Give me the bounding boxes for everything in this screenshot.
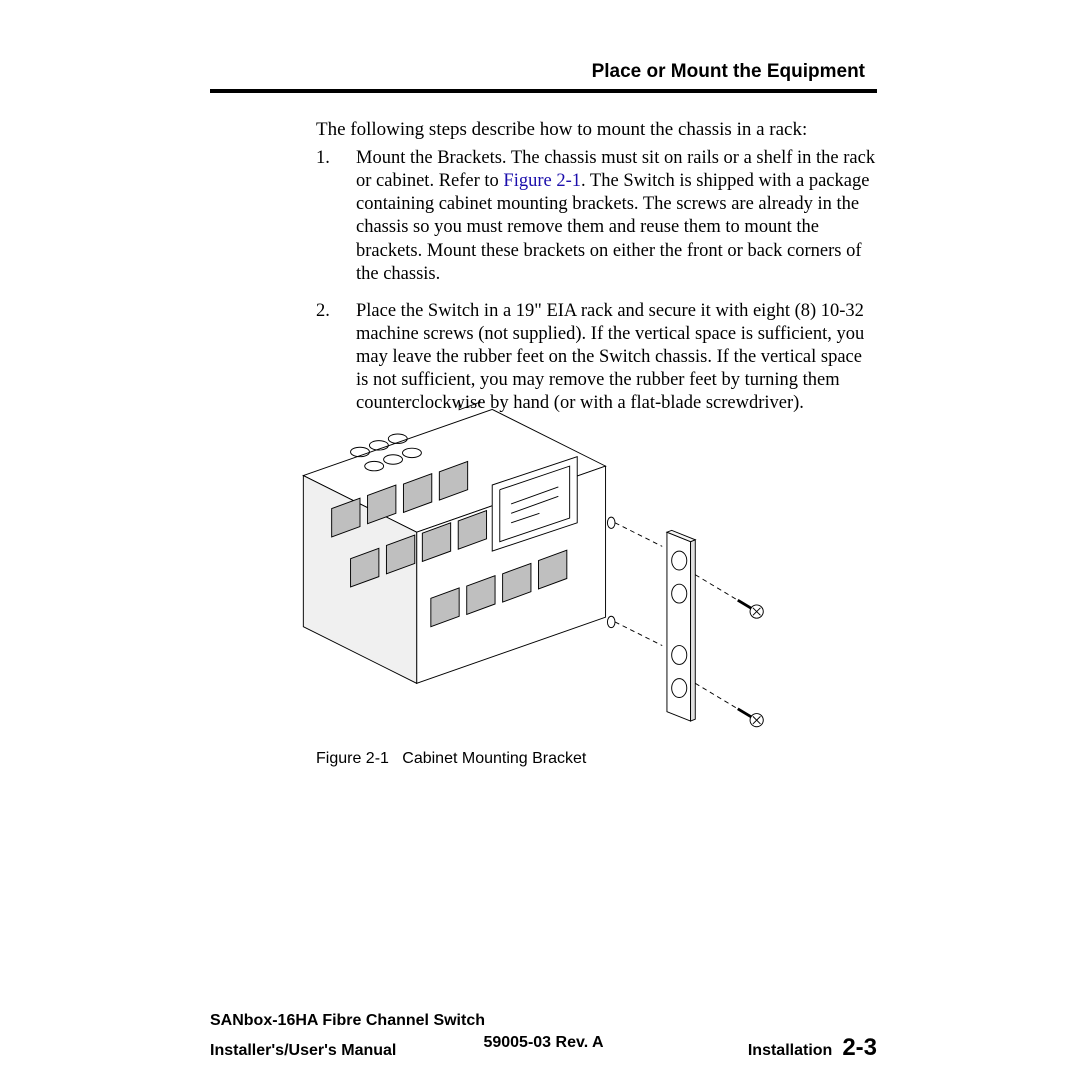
step-text: Mount the Brackets. The chassis must sit…: [356, 147, 876, 286]
intro-text: The following steps describe how to moun…: [316, 119, 876, 142]
footer-revision: 59005-03 Rev. A: [483, 1034, 603, 1052]
list-item: 1. Mount the Brackets. The chassis must …: [316, 147, 876, 286]
step-pre: Place the Switch in a 19" EIA rack and s…: [356, 301, 864, 414]
step-text: Place the Switch in a 19" EIA rack and s…: [356, 300, 876, 416]
footer-product: SANbox-16HA Fibre Channel Switch: [210, 1012, 877, 1030]
figure-cabinet-mounting-bracket: [280, 400, 780, 740]
footer-page-number: 2-3: [842, 1034, 877, 1062]
steps-list: 1. Mount the Brackets. The chassis must …: [316, 147, 876, 429]
section-header: Place or Mount the Equipment: [592, 61, 865, 83]
list-item: 2. Place the Switch in a 19" EIA rack an…: [316, 300, 876, 416]
step-number: 2.: [316, 300, 356, 416]
figure-caption: Figure 2-1 Cabinet Mounting Bracket: [316, 750, 586, 768]
footer-manual: Installer's/User's Manual: [210, 1042, 396, 1060]
footer-section: Installation: [748, 1042, 832, 1060]
header-rule: [210, 89, 877, 93]
caption-label: Figure 2-1: [316, 750, 389, 767]
step-number: 1.: [316, 147, 356, 286]
caption-text: Cabinet Mounting Bracket: [402, 750, 586, 767]
figure-reference-link[interactable]: Figure 2-1: [503, 171, 581, 191]
page-footer: SANbox-16HA Fibre Channel Switch Install…: [210, 1012, 877, 1062]
